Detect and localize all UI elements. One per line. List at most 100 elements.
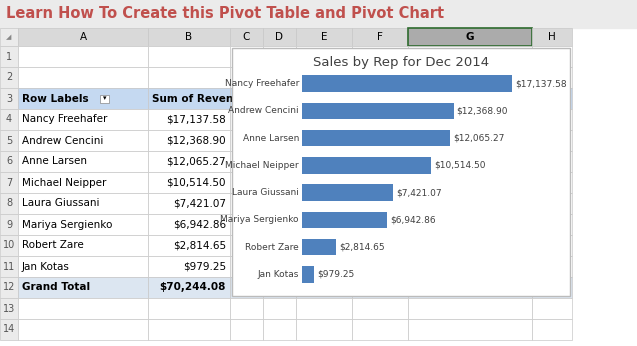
Bar xyxy=(352,277,408,298)
Bar xyxy=(18,88,148,109)
Bar xyxy=(0,235,18,256)
Bar xyxy=(148,235,230,256)
Text: Jan Kotas: Jan Kotas xyxy=(257,270,299,279)
Bar xyxy=(296,172,352,193)
Text: Row Labels: Row Labels xyxy=(22,93,89,103)
Text: 10: 10 xyxy=(3,240,15,251)
Bar xyxy=(230,193,263,214)
Bar xyxy=(230,88,263,109)
Bar xyxy=(18,151,148,172)
Bar xyxy=(18,46,148,67)
Bar xyxy=(302,75,512,92)
Text: $7,421.07: $7,421.07 xyxy=(396,188,441,197)
Bar xyxy=(352,256,408,277)
Text: Sales by Rep for Dec 2014: Sales by Rep for Dec 2014 xyxy=(313,56,489,69)
Text: $70,244.08: $70,244.08 xyxy=(160,282,226,292)
Bar xyxy=(408,256,532,277)
Bar xyxy=(296,88,352,109)
Text: ◢: ◢ xyxy=(6,34,11,40)
Text: $7,421.07: $7,421.07 xyxy=(173,199,226,209)
Text: 8: 8 xyxy=(6,199,12,209)
Bar xyxy=(532,67,572,88)
Bar xyxy=(352,172,408,193)
Bar xyxy=(296,109,352,130)
Bar xyxy=(532,46,572,67)
Bar xyxy=(148,28,230,46)
Bar xyxy=(263,235,296,256)
Bar xyxy=(148,151,230,172)
Text: $2,814.65: $2,814.65 xyxy=(173,240,226,251)
Bar xyxy=(263,256,296,277)
Bar xyxy=(0,256,18,277)
Bar xyxy=(302,103,454,119)
Bar xyxy=(532,319,572,340)
Bar xyxy=(352,28,408,46)
Text: Mariya Sergienko: Mariya Sergienko xyxy=(220,215,299,224)
Bar xyxy=(296,277,352,298)
Bar xyxy=(352,151,408,172)
Bar xyxy=(352,46,408,67)
Text: ▾: ▾ xyxy=(103,95,106,101)
Text: 11: 11 xyxy=(3,262,15,272)
Bar xyxy=(0,172,18,193)
Bar xyxy=(532,214,572,235)
Text: 5: 5 xyxy=(6,136,12,146)
Bar xyxy=(263,319,296,340)
Text: Laura Giussani: Laura Giussani xyxy=(232,188,299,197)
Bar xyxy=(230,319,263,340)
Bar xyxy=(148,256,230,277)
Bar xyxy=(352,235,408,256)
Bar xyxy=(296,193,352,214)
Text: $979.25: $979.25 xyxy=(183,262,226,272)
Text: Laura Giussani: Laura Giussani xyxy=(22,199,99,209)
Text: Sum of Revenue: Sum of Revenue xyxy=(152,93,248,103)
Bar xyxy=(148,319,230,340)
Text: 12: 12 xyxy=(3,282,15,292)
Text: $6,942.86: $6,942.86 xyxy=(390,215,436,224)
Bar xyxy=(532,277,572,298)
Text: $17,137.58: $17,137.58 xyxy=(515,79,567,88)
Bar xyxy=(408,88,532,109)
Bar xyxy=(296,46,352,67)
Bar xyxy=(263,151,296,172)
Bar xyxy=(18,214,148,235)
Text: $979.25: $979.25 xyxy=(317,270,354,279)
Bar xyxy=(263,193,296,214)
Bar xyxy=(263,298,296,319)
Bar xyxy=(18,130,148,151)
Bar xyxy=(296,235,352,256)
Bar xyxy=(408,46,532,67)
Text: 4: 4 xyxy=(6,115,12,125)
Bar xyxy=(302,157,431,174)
Text: B: B xyxy=(185,32,192,42)
Text: Grand Total: Grand Total xyxy=(22,282,90,292)
Bar xyxy=(408,235,532,256)
Bar xyxy=(408,193,532,214)
Bar xyxy=(302,184,393,201)
Bar xyxy=(352,193,408,214)
Bar xyxy=(18,235,148,256)
Text: H: H xyxy=(548,32,556,42)
Bar xyxy=(18,298,148,319)
Bar xyxy=(0,214,18,235)
Bar xyxy=(408,109,532,130)
Bar xyxy=(408,277,532,298)
Bar xyxy=(532,130,572,151)
Text: $10,514.50: $10,514.50 xyxy=(434,161,485,170)
Bar xyxy=(352,67,408,88)
Bar xyxy=(302,130,450,146)
Text: Anne Larsen: Anne Larsen xyxy=(22,156,87,166)
Bar xyxy=(532,88,572,109)
Bar xyxy=(230,256,263,277)
Text: 2: 2 xyxy=(6,73,12,82)
Text: Robert Zare: Robert Zare xyxy=(22,240,83,251)
Text: 3: 3 xyxy=(6,93,12,103)
Bar xyxy=(408,28,532,46)
Bar xyxy=(296,256,352,277)
Bar xyxy=(302,266,314,283)
Bar xyxy=(296,151,352,172)
Text: Nancy Freehafer: Nancy Freehafer xyxy=(225,79,299,88)
Text: $17,137.58: $17,137.58 xyxy=(166,115,226,125)
Bar xyxy=(532,298,572,319)
Bar xyxy=(263,109,296,130)
